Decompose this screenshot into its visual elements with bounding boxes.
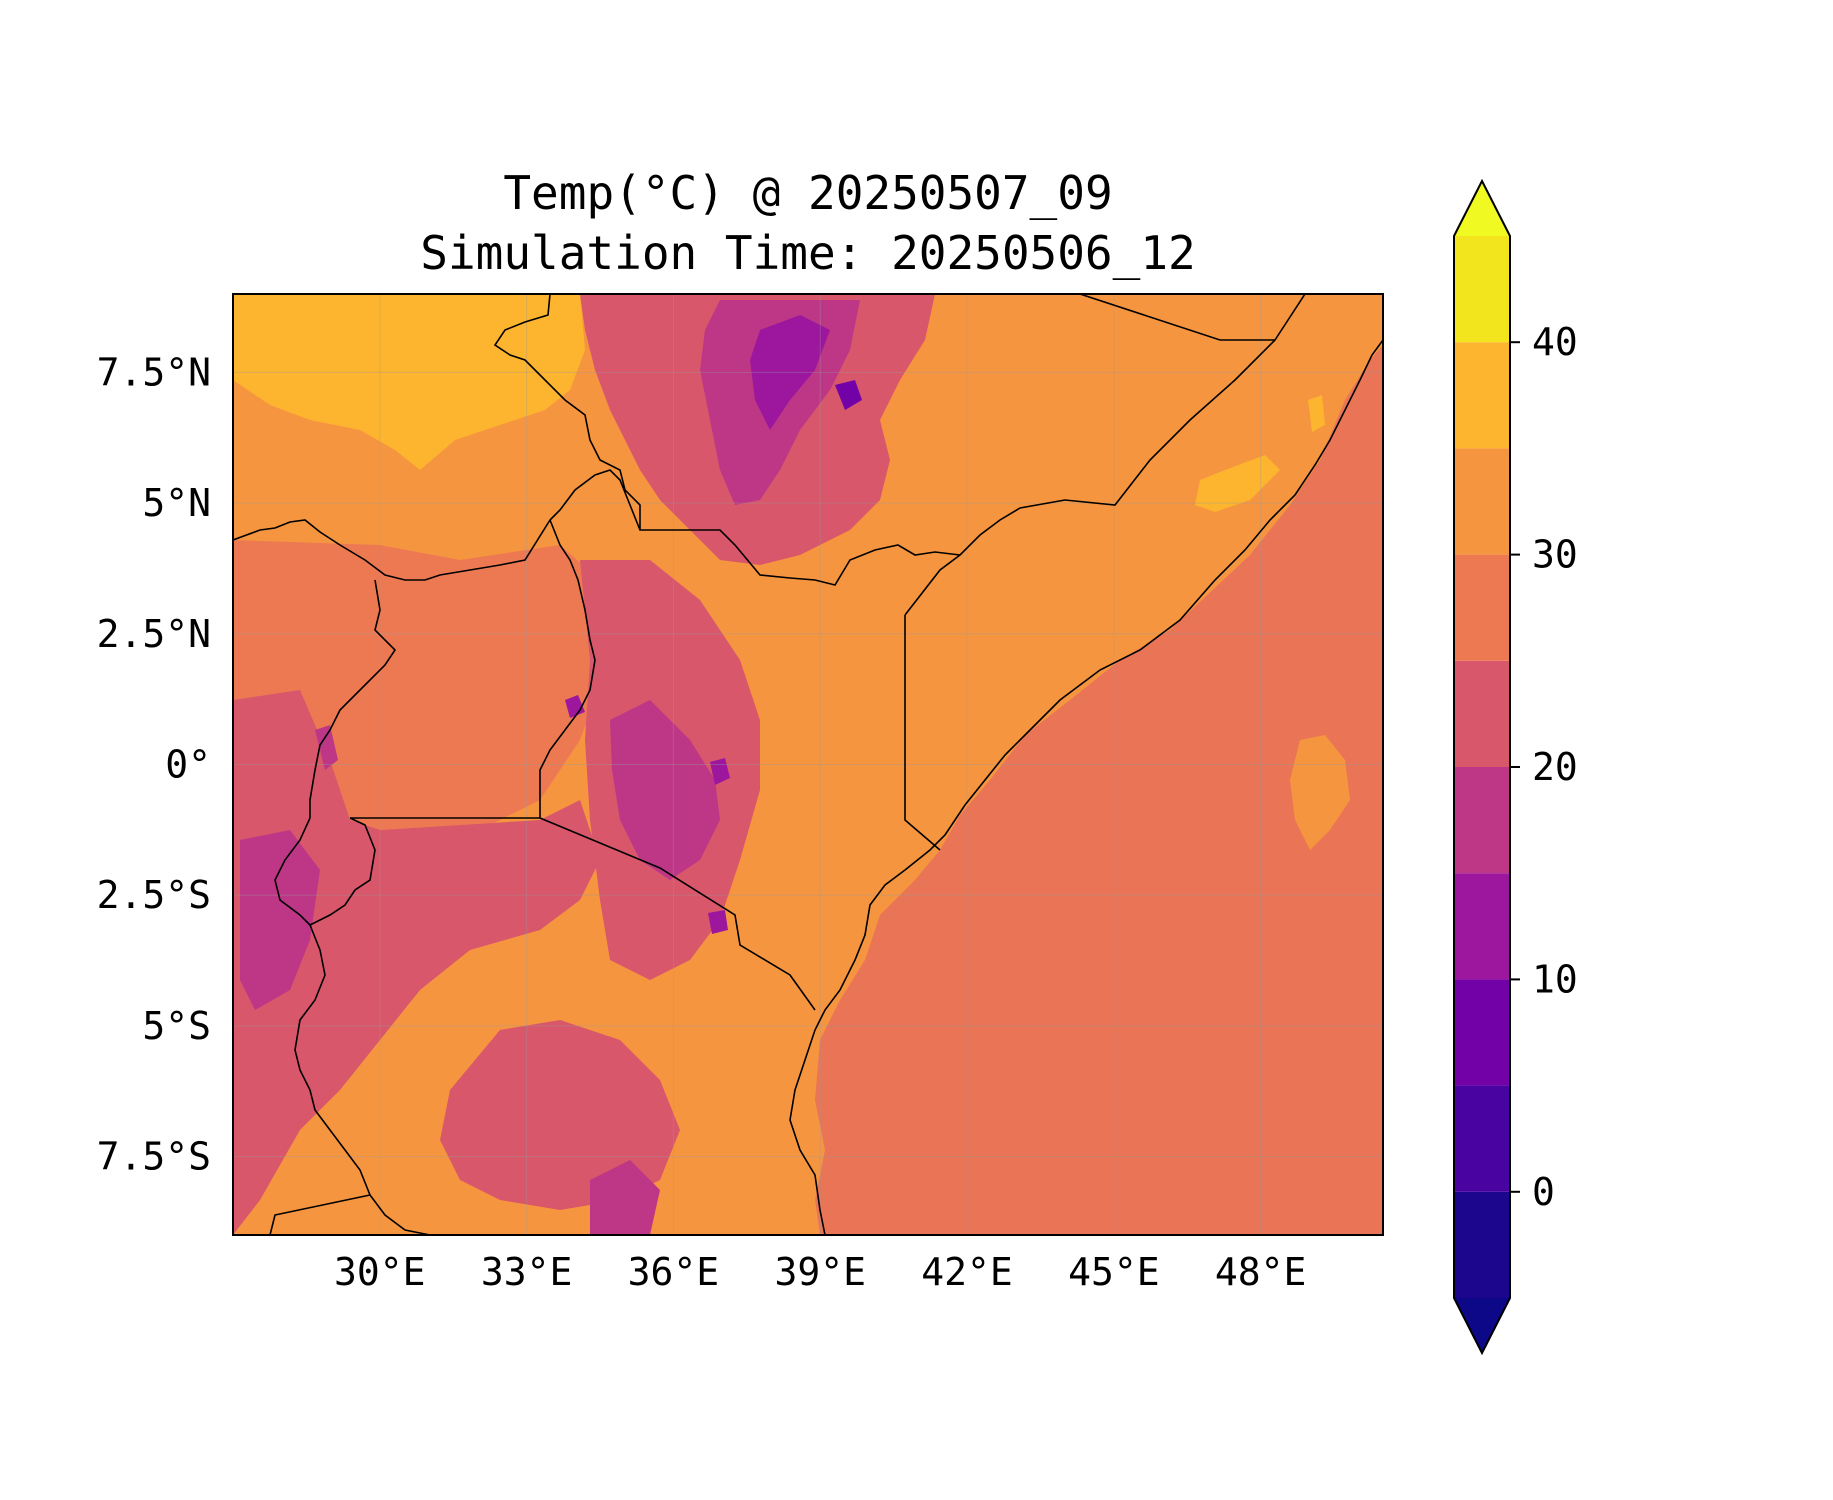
colorbar-tick-label-4: 40 [1532, 320, 1578, 364]
x-tick-label-5: 45°E [1068, 1250, 1160, 1294]
temperature-field [233, 294, 1383, 1235]
cool-region-tanzania [440, 1020, 680, 1210]
hot-region-somalia [1195, 455, 1280, 512]
x-tick-label-4: 42°E [921, 1250, 1013, 1294]
y-tick-label-3: 0° [165, 743, 211, 787]
colorbar-segment-3 [1454, 873, 1510, 980]
colorbar-segment-0 [1454, 1191, 1510, 1298]
colorbar: 0 10 20 30 40 [1453, 178, 1578, 1356]
x-axis: 30°E 33°E 36°E 39°E 42°E 45°E 48°E [334, 1250, 1306, 1294]
colorbar-segment-7 [1454, 448, 1510, 555]
colorbar-segment-1 [1454, 1085, 1510, 1192]
land-area [233, 294, 1383, 1235]
colorbar-segment-9 [1454, 236, 1510, 343]
y-tick-label-2: 2.5°N [97, 612, 211, 656]
map-title: Temp(°C) @ 20250507_09 [503, 166, 1113, 220]
x-tick-label-1: 33°E [481, 1250, 573, 1294]
colorbar-tick-label-0: 0 [1532, 1170, 1555, 1214]
colorbar-segment-5 [1454, 660, 1510, 767]
colorbar-tick-label-2: 20 [1532, 745, 1578, 789]
map-frame [232, 293, 1384, 1236]
colorbar-outline [1453, 178, 1511, 1356]
colorbar-tick-label-1: 10 [1532, 957, 1578, 1001]
colorbar-tick-label-3: 30 [1532, 533, 1578, 577]
y-tick-label-4: 2.5°S [97, 873, 211, 917]
x-tick-label-6: 48°E [1215, 1250, 1307, 1294]
y-tick-label-1: 5°N [142, 481, 211, 525]
map-subtitle: Simulation Time: 20250506_12 [420, 226, 1196, 280]
colorbar-segment-4 [1454, 767, 1510, 874]
x-tick-label-3: 39°E [774, 1250, 866, 1294]
colorbar-extend-under [1454, 1298, 1510, 1353]
hot-region-northwest [233, 294, 585, 470]
y-axis: 7.5°N 5°N 2.5°N 0° 2.5°S 5°S 7.5°S [97, 350, 211, 1178]
y-tick-label-6: 7.5°S [97, 1135, 211, 1179]
y-tick-label-5: 5°S [142, 1004, 211, 1048]
y-tick-label-0: 7.5°N [97, 350, 211, 394]
colorbar-segment-8 [1454, 342, 1510, 449]
x-tick-label-2: 36°E [628, 1250, 720, 1294]
country-borders [233, 294, 1383, 1235]
colorbar-extend-over [1454, 181, 1510, 236]
x-tick-label-0: 30°E [334, 1250, 426, 1294]
colorbar-segment-6 [1454, 554, 1510, 661]
colorbar-segment-2 [1454, 979, 1510, 1086]
gridlines [233, 294, 1383, 1235]
